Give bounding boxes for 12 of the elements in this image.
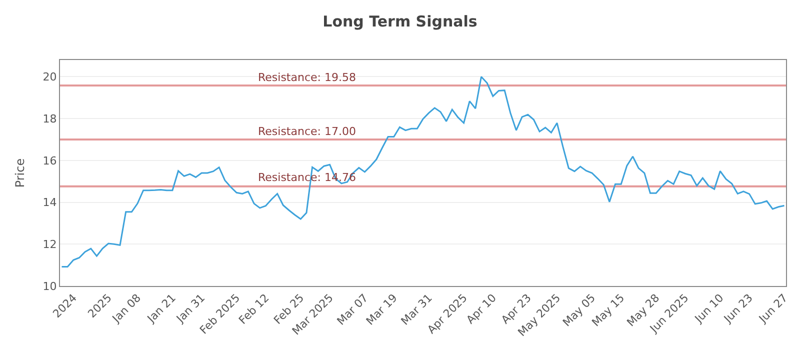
- y-tick-label: 14: [42, 196, 57, 210]
- ref-line-label: Resistance: 19.58: [258, 71, 356, 84]
- y-tick-label: 18: [42, 112, 57, 126]
- y-axis-title: Price: [13, 158, 28, 188]
- x-tick-label: Jun 27: [756, 292, 790, 326]
- x-tick-label: Jan 08: [109, 292, 144, 326]
- ref-line-label: Resistance: 17.00: [258, 125, 356, 138]
- y-tick-label: 20: [42, 70, 57, 84]
- chart-title: Long Term Signals: [322, 12, 478, 30]
- y-tick-label: 12: [42, 238, 57, 251]
- y-tick-label: 16: [42, 154, 57, 168]
- y-tick-label: 10: [42, 280, 57, 293]
